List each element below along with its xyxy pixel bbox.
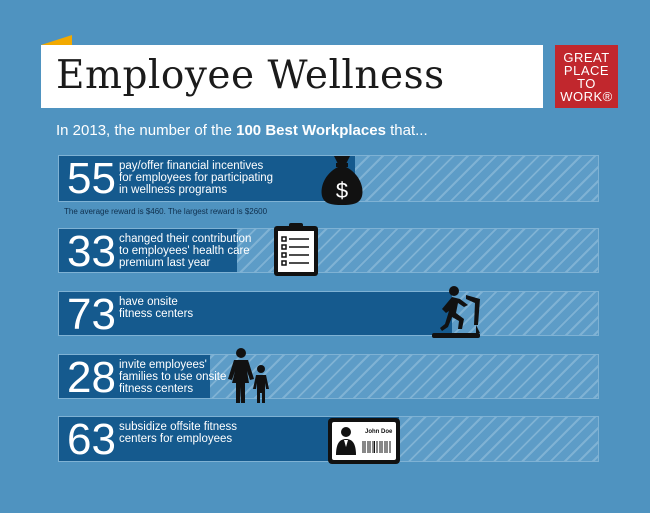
svg-text:$: $ (336, 178, 348, 203)
stat-bar-fill (59, 292, 453, 335)
stat-bar-family-fitness: 28 invite employees' families to use ons… (58, 353, 599, 402)
stat-value: 28 (67, 353, 116, 402)
stat-value: 33 (67, 227, 116, 276)
stat-bar-fill (59, 156, 356, 201)
stat-bar-onsite-fitness: 73 have onsite fitness centers (58, 290, 599, 339)
stat-bar-fill (59, 355, 210, 398)
stat-value: 73 (67, 290, 116, 339)
stat-description: have onsite fitness centers (119, 296, 194, 320)
logo-line: WORK® (560, 88, 613, 104)
title-box (41, 45, 543, 108)
stat-description: pay/offer financial incentives for emplo… (119, 160, 274, 196)
intro-suffix: that... (385, 122, 428, 139)
great-place-to-work-logo: GREAT PLACE TO WORK® (555, 45, 618, 108)
treadmill-icon (432, 286, 480, 338)
reward-note: The average reward is $460. The largest … (64, 207, 268, 216)
logo-line: PLACE (563, 62, 610, 78)
stat-description: changed their contribution to employees'… (119, 233, 252, 269)
id-card-name: John Doe (365, 429, 393, 435)
stat-bar-health-care-contribution: 33 changed their contribution to employe… (58, 227, 599, 276)
logo-line: GREAT (563, 49, 610, 65)
stat-bar-fill (59, 229, 237, 272)
clipboard-icon (274, 223, 318, 276)
stat-value: 55 (67, 154, 116, 203)
stat-description: subsidize offsite fitness centers for em… (119, 421, 238, 445)
title-accent-flag (41, 35, 72, 45)
stat-description: invite employees' families to use onsite… (119, 359, 227, 395)
family-icon (228, 348, 269, 403)
id-card-icon: John Doe (328, 418, 400, 464)
stat-value: 63 (67, 415, 116, 464)
money-bag-icon: $ (321, 156, 363, 205)
intro-prefix: In 2013, the number of the (56, 122, 237, 139)
page-title: Employee Wellness (56, 53, 445, 98)
intro-text: In 2013, the number of the 100 Best Work… (56, 122, 428, 139)
intro-bold: 100 Best Workplaces (236, 122, 386, 139)
logo-line: TO (577, 75, 596, 91)
